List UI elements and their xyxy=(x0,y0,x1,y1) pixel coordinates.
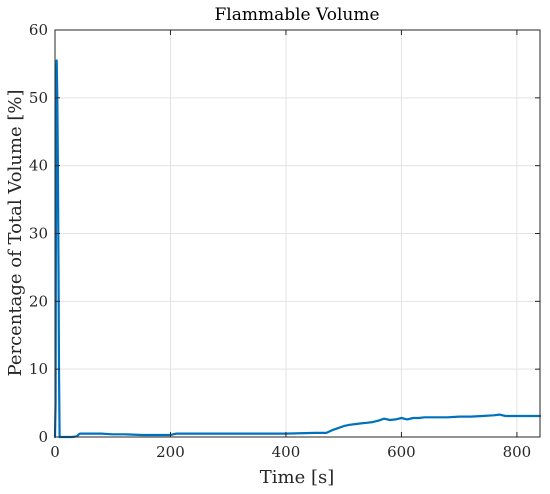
y-tick-label: 50 xyxy=(29,89,48,107)
y-tick-label: 40 xyxy=(29,157,48,175)
x-tick-label: 600 xyxy=(387,443,416,461)
grid xyxy=(54,29,540,438)
y-tick-label: 60 xyxy=(29,21,48,39)
series-line xyxy=(53,59,542,439)
x-axis-label: Time [s] xyxy=(260,467,335,488)
x-tick-label: 400 xyxy=(272,443,301,461)
y-tick-label: 0 xyxy=(38,428,48,446)
x-tick-label: 200 xyxy=(156,443,185,461)
y-tick-label: 10 xyxy=(29,360,48,378)
y-axis-label: Percentage of Total Volume [%] xyxy=(5,90,26,377)
chart-title: Flammable Volume xyxy=(214,5,379,25)
y-tick-label: 30 xyxy=(29,225,48,243)
series-layer xyxy=(53,59,542,439)
x-tick-label: 800 xyxy=(503,443,532,461)
ticks: 0 200 400 600 800 0 10 20 30 40 50 60 xyxy=(29,21,540,461)
x-tick-label: 0 xyxy=(50,443,60,461)
y-tick-label: 20 xyxy=(29,292,48,310)
